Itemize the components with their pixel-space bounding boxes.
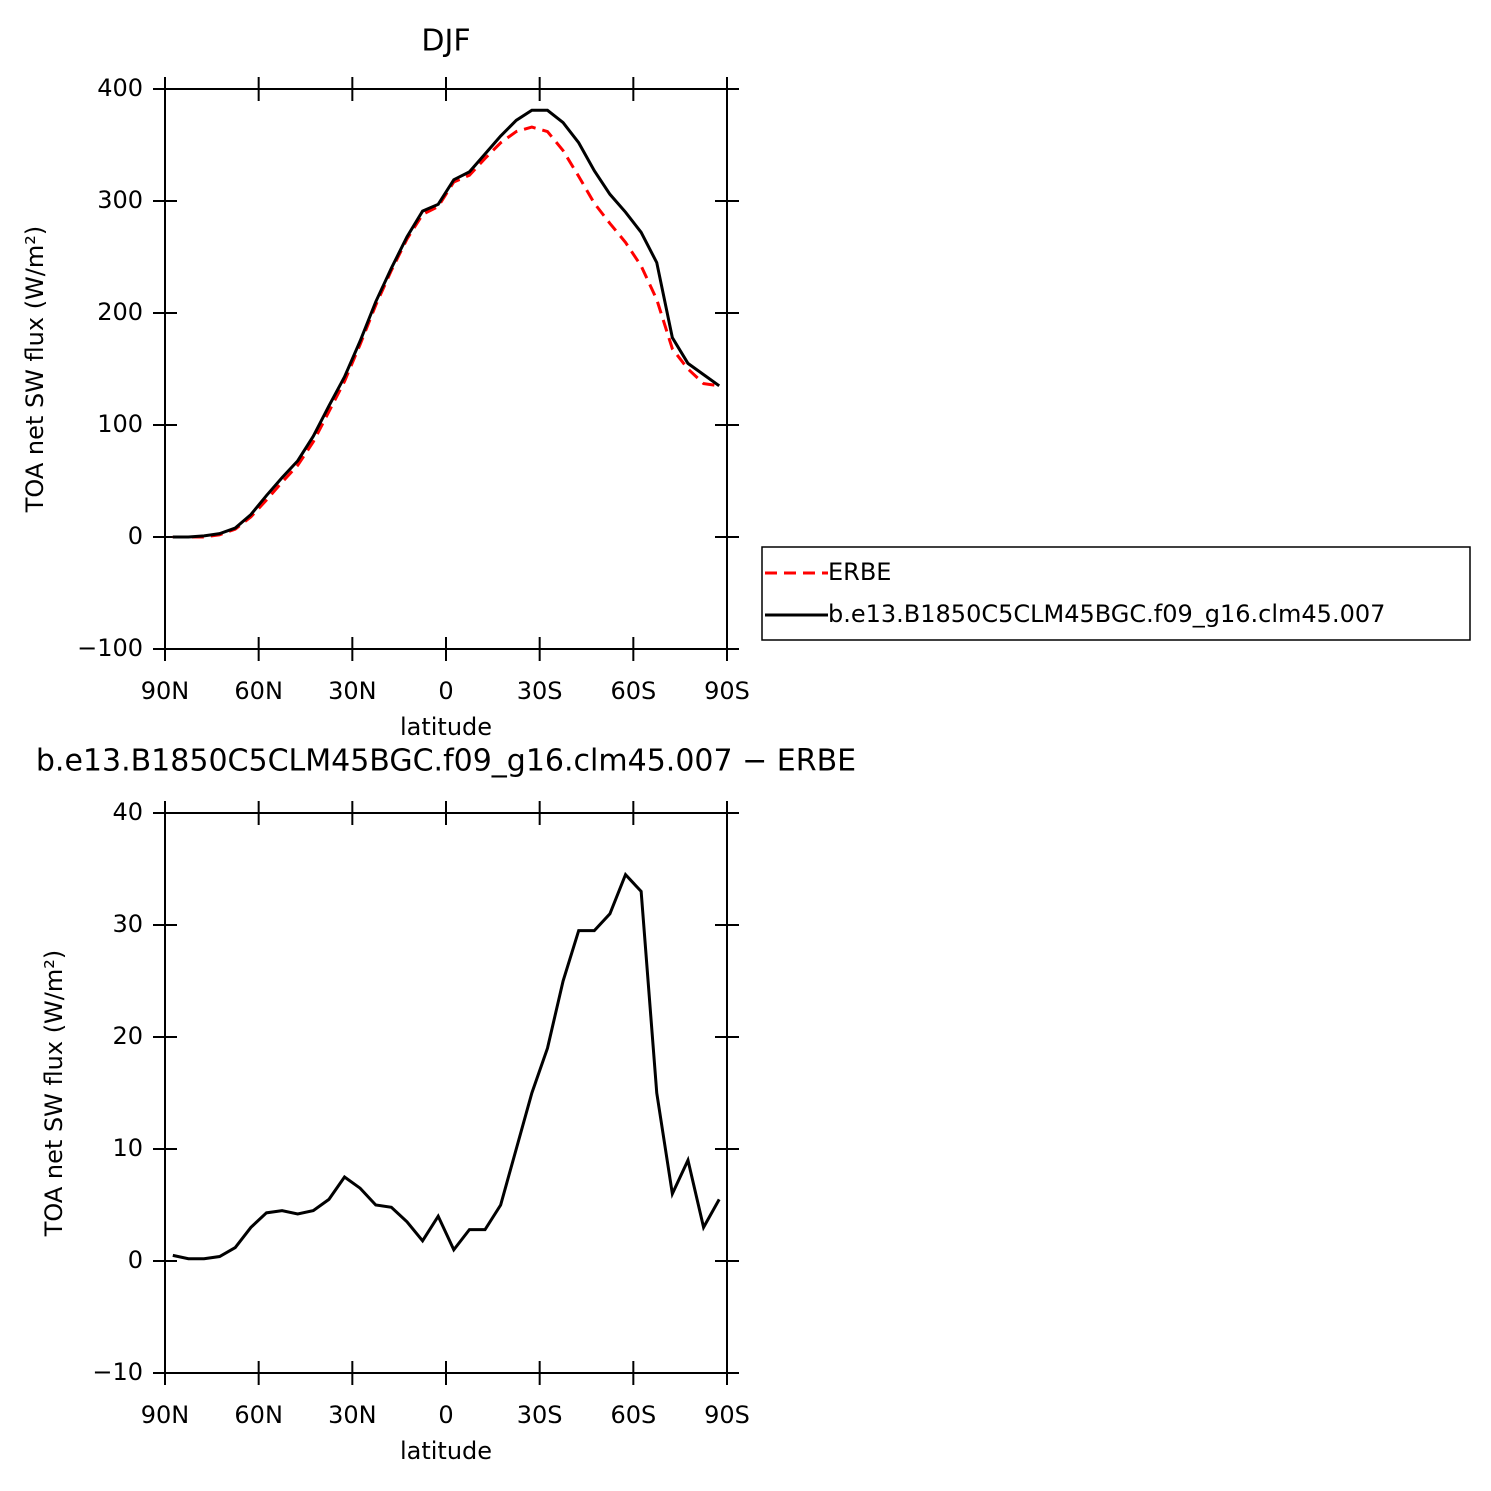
data-line (172, 871, 721, 1261)
x-tick-label: 60N (234, 677, 283, 705)
y-tick-label: 0 (128, 522, 143, 550)
x-tick-label: 30S (517, 677, 563, 705)
y-tick-label: 30 (112, 910, 143, 938)
y-axis-label: TOA net SW flux (W/m²) (21, 226, 49, 514)
y-tick-label: 200 (97, 298, 143, 326)
x-tick-label: 90N (141, 677, 190, 705)
x-tick-label: 90S (704, 677, 750, 705)
y-axis-label: TOA net SW flux (W/m²) (40, 950, 68, 1238)
x-tick-label: 30S (517, 1401, 563, 1429)
legend-box (761, 546, 1471, 641)
plot-frame (164, 88, 728, 650)
x-axis-label: latitude (400, 713, 492, 741)
y-tick-label: 300 (97, 186, 143, 214)
y-tick-label: 10 (112, 1134, 143, 1162)
y-tick-label: −100 (77, 634, 143, 662)
y-tick-label: 0 (128, 1246, 143, 1274)
x-tick-label: 30N (328, 1401, 377, 1429)
x-tick-label: 30N (328, 677, 377, 705)
data-line (172, 108, 721, 539)
x-tick-label: 0 (438, 1401, 453, 1429)
legend-label: b.e13.B1850C5CLM45BGC.f09_g16.clm45.007 (828, 600, 1385, 628)
x-axis-label: latitude (400, 1437, 492, 1465)
x-tick-label: 90N (141, 1401, 190, 1429)
y-tick-label: −10 (92, 1358, 143, 1386)
chart-title: DJF (421, 24, 470, 59)
legend-label: ERBE (828, 558, 891, 586)
x-tick-label: 90S (704, 1401, 750, 1429)
data-line (172, 125, 720, 539)
x-tick-label: 60S (610, 1401, 656, 1429)
chart-title: b.e13.B1850C5CLM45BGC.f09_g16.clm45.007 … (36, 744, 856, 779)
x-tick-label: 60S (610, 677, 656, 705)
y-tick-label: 40 (112, 798, 143, 826)
x-tick-label: 0 (438, 677, 453, 705)
y-tick-label: 400 (97, 74, 143, 102)
y-tick-label: 100 (97, 410, 143, 438)
x-tick-label: 60N (234, 1401, 283, 1429)
y-tick-label: 20 (112, 1022, 143, 1050)
